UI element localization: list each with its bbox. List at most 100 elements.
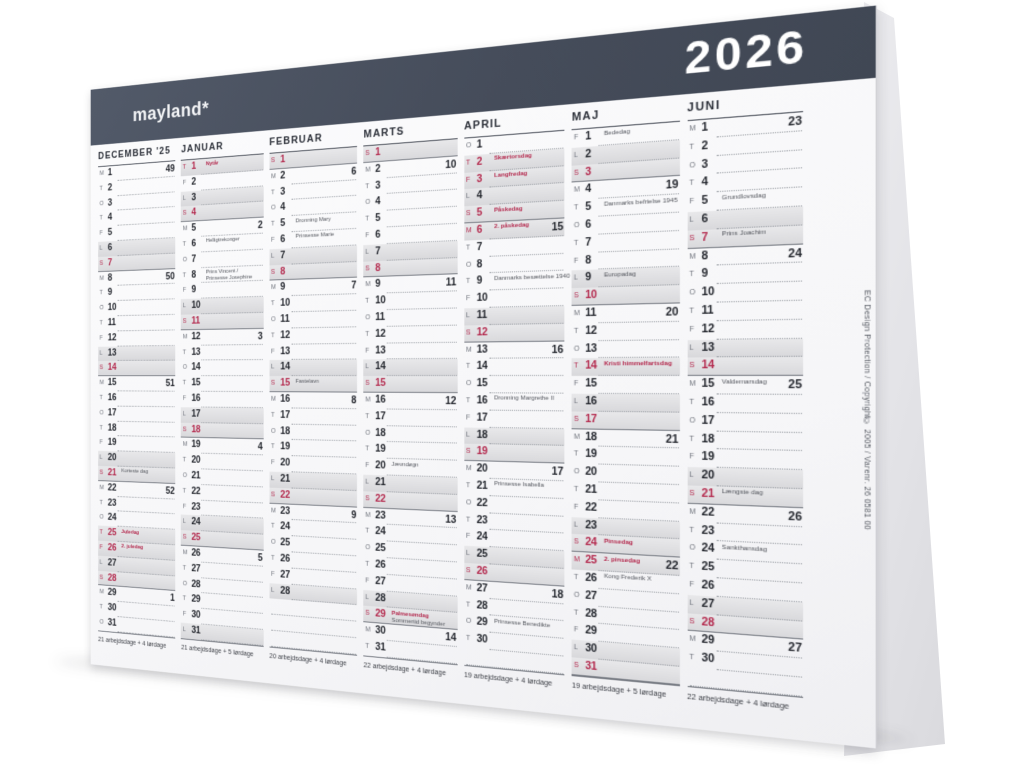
- weekday-letter: L: [365, 593, 369, 601]
- day-note: [293, 344, 296, 346]
- day-note: [293, 424, 296, 426]
- day-note: [293, 392, 296, 394]
- weekday-letter: T: [99, 424, 103, 431]
- weekday-letter: F: [465, 295, 471, 303]
- day-number: 29: [375, 607, 386, 621]
- day-note: [119, 451, 121, 453]
- day-number: 19: [701, 450, 715, 464]
- day-number: 27: [107, 556, 117, 569]
- weekday-letter: S: [465, 566, 471, 575]
- day-note: [601, 216, 604, 219]
- weekday-letter: M: [465, 465, 472, 473]
- day-number: 10: [191, 299, 201, 311]
- day-row: F 10: [464, 288, 564, 308]
- day-note: [119, 436, 121, 438]
- day-number: 12: [280, 329, 290, 341]
- weekday-letter: M: [573, 556, 580, 564]
- day-number: 10: [375, 294, 386, 307]
- day-note: [293, 568, 296, 571]
- week-number: 14: [445, 631, 457, 645]
- day-number: 13: [701, 340, 715, 354]
- day-number: 6: [280, 233, 286, 246]
- weekday-letter: F: [465, 414, 471, 422]
- day-note-text: Længste dag: [721, 488, 764, 498]
- day-note: [119, 602, 121, 604]
- weekday-letter: L: [271, 475, 275, 483]
- weekday-letter: L: [99, 349, 103, 357]
- weekday-letter: M: [573, 186, 580, 195]
- day-note: [601, 145, 604, 148]
- weekday-letter: M: [573, 309, 580, 318]
- month-rows: O 1 T 2 Skærtorsdag F 3 Langfredag L 4 S…: [464, 131, 570, 674]
- day-note: [389, 277, 392, 280]
- day-note: [491, 256, 494, 259]
- day-number: 26: [375, 558, 386, 571]
- day-number: 20: [701, 468, 715, 483]
- day-note: [491, 342, 494, 345]
- day-number: 14: [585, 359, 597, 373]
- day-number: 28: [375, 591, 386, 604]
- weekday-letter: F: [99, 544, 103, 551]
- day-number: 16: [701, 395, 715, 409]
- day-number: 12: [375, 327, 386, 340]
- day-number: 13: [280, 345, 290, 357]
- weekday-letter: T: [689, 562, 695, 571]
- day-note: [119, 241, 121, 243]
- day-number: 18: [280, 424, 290, 437]
- day-number: 28: [585, 606, 597, 620]
- day-number: 27: [701, 596, 715, 611]
- day-row: L 10: [181, 296, 264, 315]
- day-note: Valdemarsdag: [718, 376, 767, 386]
- day-number: 18: [585, 430, 597, 443]
- month-rows: T 1 Nytår F 2 L 3 S 4 M 5 2 T 6 Helligtr…: [181, 154, 264, 646]
- weekday-letter: F: [365, 462, 370, 470]
- day-number: 8: [375, 261, 381, 274]
- day-row: O 13: [572, 340, 680, 359]
- day-note: [718, 321, 721, 324]
- weekday-letter: F: [271, 570, 275, 578]
- day-number: 19: [191, 438, 201, 451]
- weekday-letter: T: [271, 189, 275, 196]
- day-note: [203, 625, 205, 628]
- day-note: [293, 184, 296, 187]
- week-number: 23: [788, 114, 802, 129]
- weekday-letter: L: [573, 274, 578, 283]
- day-row: F 15: [572, 376, 680, 394]
- day-note: [718, 597, 721, 600]
- day-note: Prins Vincent / Prinsesse Josephine: [203, 266, 253, 283]
- weekday-letter: L: [465, 549, 470, 558]
- day-row: O 10: [98, 299, 175, 316]
- day-note-text: Skærtorsdag: [494, 152, 532, 163]
- day-number: 23: [476, 513, 488, 527]
- day-note: [718, 633, 721, 636]
- weekday-letter: [269, 630, 280, 635]
- day-note: [203, 454, 205, 456]
- weekday-letter: S: [271, 491, 276, 499]
- day-number: 8: [107, 272, 113, 283]
- day-note: [389, 641, 392, 644]
- day-number: [702, 669, 719, 673]
- day-number: 20: [476, 462, 488, 475]
- day-row: T 17: [269, 408, 357, 425]
- day-note: [491, 496, 494, 499]
- day-number: 5: [280, 217, 286, 230]
- weekday-letter: F: [573, 257, 579, 265]
- day-number: 25: [585, 553, 597, 567]
- day-number: 4: [191, 206, 196, 219]
- day-note: [389, 624, 392, 627]
- weekday-letter: L: [99, 559, 103, 566]
- weekday-letter: S: [182, 318, 187, 325]
- weekday-letter: S: [573, 169, 579, 177]
- day-number: 17: [375, 410, 386, 423]
- day-number: 21: [280, 472, 290, 485]
- day-note: [293, 440, 296, 442]
- months-grid: DECEMBER '25 M 1 49 T 2 O 3 T 4 F 5 L 6: [98, 91, 804, 713]
- weekday-letter: L: [573, 520, 578, 529]
- month-rows: S 1 M 2 6 T 3 O 4 T 5 Dronning Mary F 6 …: [269, 146, 358, 655]
- weekday-letter: T: [99, 499, 103, 506]
- weekday-letter: F: [689, 325, 695, 334]
- day-number: 8: [701, 248, 708, 263]
- day-number: 25: [280, 536, 290, 549]
- weekday-letter: T: [465, 159, 471, 167]
- weekday-letter: M: [99, 170, 104, 177]
